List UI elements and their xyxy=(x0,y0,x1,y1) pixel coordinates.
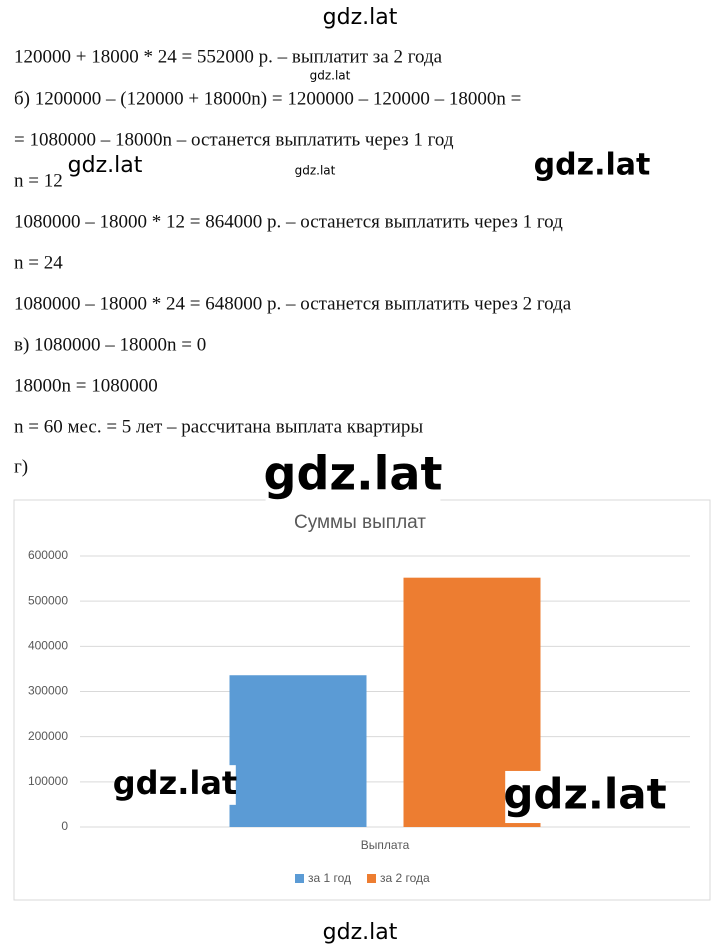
y-tick-label: 500000 xyxy=(28,593,68,607)
watermark: gdz.lat xyxy=(68,153,143,178)
y-tick-label: 300000 xyxy=(28,684,68,698)
text-line: = 1080000 – 18000n – останется выплатить… xyxy=(14,129,454,150)
text-line: n = 60 мес. = 5 лет – рассчитана выплата… xyxy=(14,416,423,437)
legend-swatch xyxy=(367,874,376,883)
watermark-backdrop xyxy=(265,448,441,506)
watermark: gdz.lat xyxy=(264,447,443,501)
text-line: г) xyxy=(14,456,28,477)
watermark: gdz.lat xyxy=(534,148,651,183)
y-tick-label: 100000 xyxy=(28,774,68,788)
watermark-backdrop xyxy=(535,147,649,185)
text-line: б) 1200000 – (120000 + 18000n) = 1200000… xyxy=(14,88,521,109)
chart-title: Суммы выплат xyxy=(294,512,426,533)
bar xyxy=(229,675,367,827)
text-line: n = 24 xyxy=(14,252,63,273)
watermark: gdz.lat xyxy=(323,5,398,30)
text-line: 18000n = 1080000 xyxy=(14,375,158,396)
legend-swatch xyxy=(295,874,304,883)
y-tick-label: 400000 xyxy=(28,639,68,653)
legend-label: за 1 год xyxy=(308,871,351,885)
watermark-backdrop xyxy=(114,765,236,805)
watermark: gdz.lat xyxy=(113,764,237,802)
legend-label: за 2 года xyxy=(380,871,430,885)
y-tick-label: 200000 xyxy=(28,729,68,743)
y-tick-label: 600000 xyxy=(28,548,68,562)
watermark: gdz.lat xyxy=(295,164,336,178)
watermark: gdz.lat xyxy=(323,920,398,945)
x-tick-label: Выплата xyxy=(361,838,410,852)
text-line: в) 1080000 – 18000n = 0 xyxy=(14,334,206,355)
text-line: 1080000 – 18000 * 12 = 864000 р. – остан… xyxy=(14,211,563,232)
watermark-backdrop xyxy=(505,770,665,824)
watermark: gdz.lat xyxy=(310,69,351,83)
y-tick-label: 0 xyxy=(61,819,68,833)
text-line: 120000 + 18000 * 24 = 552000 р. – выплат… xyxy=(14,46,443,67)
watermark: gdz.lat xyxy=(503,770,666,819)
text-line: 1080000 – 18000 * 24 = 648000 р. – остан… xyxy=(14,293,572,314)
text-line: n = 12 xyxy=(14,170,63,191)
